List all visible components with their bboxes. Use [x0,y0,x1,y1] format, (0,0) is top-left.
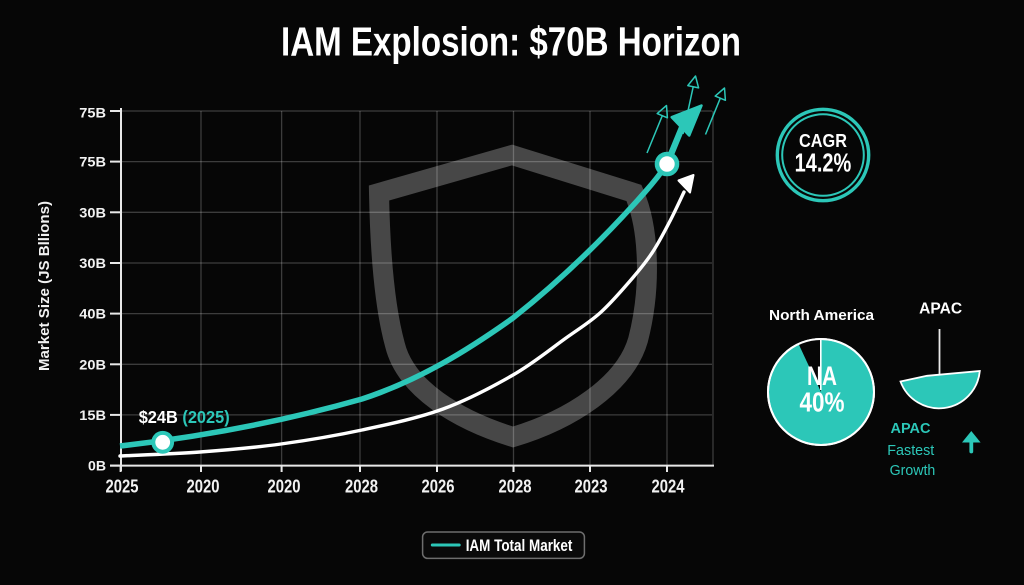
svg-text:0B: 0B [88,459,106,474]
svg-text:APAC: APAC [919,301,962,318]
svg-text:2028: 2028 [499,477,532,497]
svg-text:CAGR: CAGR [799,130,847,151]
svg-text:NA: NA [807,361,837,391]
svg-text:2026: 2026 [422,477,455,497]
svg-text:20B: 20B [79,357,106,372]
svg-text:APAC: APAC [891,421,931,437]
svg-text:14.2%: 14.2% [795,148,852,178]
svg-text:40B: 40B [79,307,106,322]
svg-text:30B: 30B [79,256,106,271]
svg-text:15B: 15B [79,408,106,423]
svg-text:IAM Total Market: IAM Total Market [466,537,573,555]
svg-text:2028: 2028 [345,477,378,497]
svg-text:30B: 30B [79,205,106,220]
svg-text:2024: 2024 [652,477,686,497]
svg-text:$24B (2025): $24B (2025) [139,407,230,427]
svg-text:40%: 40% [800,387,845,418]
svg-text:2025: 2025 [106,477,139,497]
svg-text:75B: 75B [79,105,106,120]
svg-text:Market Size (JS Bllions): Market Size (JS Bllions) [37,201,53,371]
svg-text:75B: 75B [79,155,106,170]
svg-text:Fastest: Fastest [887,443,934,459]
svg-text:2020: 2020 [268,477,301,497]
svg-text:2020: 2020 [187,477,220,497]
svg-text:Growth: Growth [890,463,936,479]
svg-text:North America: North America [769,307,875,324]
svg-text:2023: 2023 [575,477,608,497]
svg-text:IAM Explosion: $70B Horizon: IAM Explosion: $70B Horizon [281,19,741,65]
